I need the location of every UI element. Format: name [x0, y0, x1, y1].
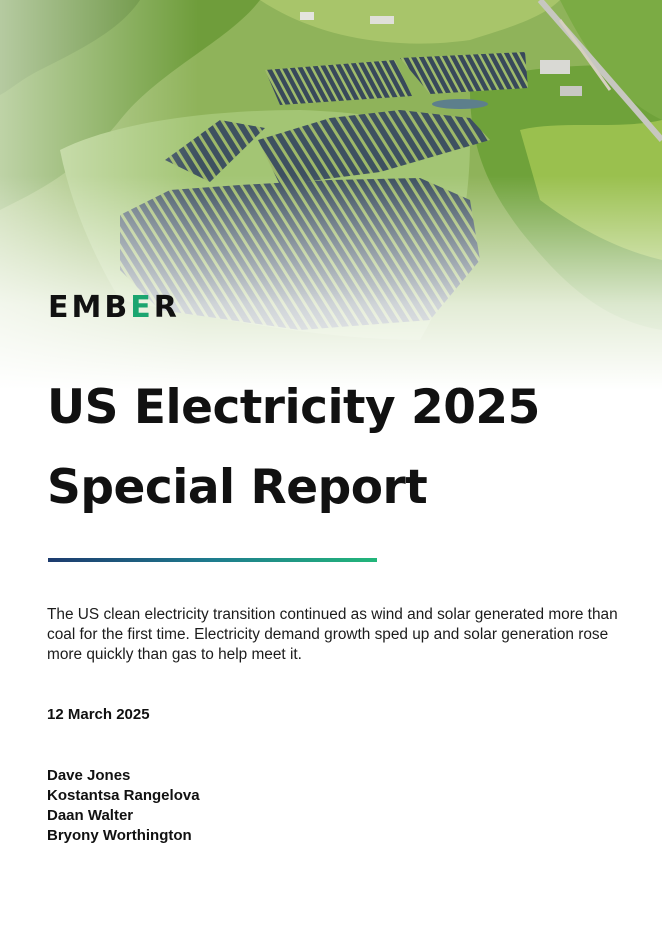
logo-text-accent: E: [130, 290, 154, 325]
author-name: Daan Walter: [47, 807, 134, 824]
title-line-2: Special Report: [47, 460, 428, 515]
title-line-1: US Electricity 2025: [47, 380, 540, 435]
title-divider: [48, 558, 377, 562]
ember-logo: EMBER: [48, 290, 180, 325]
author-name: Kostantsa Rangelova: [47, 787, 200, 804]
hero-image: [0, 0, 662, 390]
author-name: Bryony Worthington: [47, 827, 192, 844]
author-list: Dave Jones Kostantsa Rangelova Daan Walt…: [47, 766, 200, 846]
logo-text-start: EMB: [48, 290, 131, 325]
logo-text-end: R: [153, 290, 180, 325]
report-title: US Electricity 2025 Special Report: [47, 368, 647, 528]
author-name: Dave Jones: [47, 767, 131, 784]
report-summary: The US clean electricity transition cont…: [47, 606, 618, 663]
publication-date: 12 March 2025: [47, 706, 150, 723]
